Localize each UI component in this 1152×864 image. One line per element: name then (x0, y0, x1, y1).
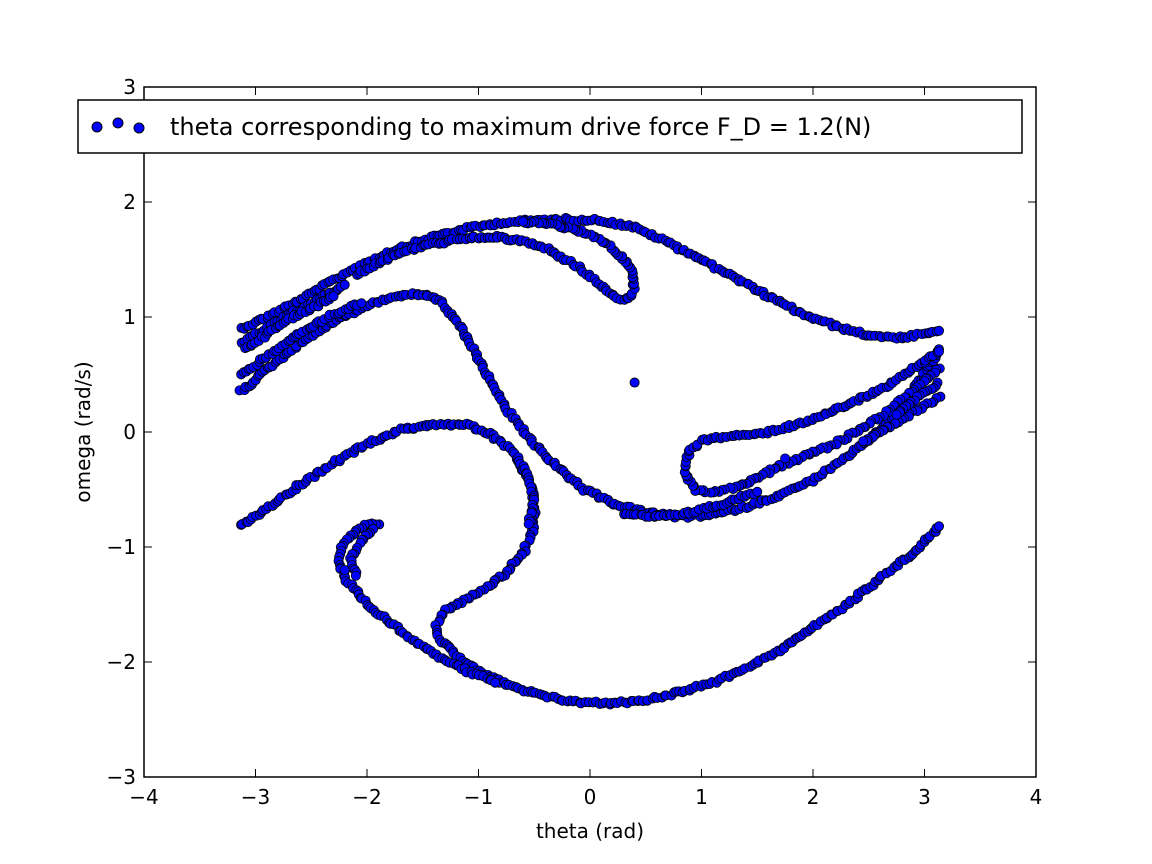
scatter-point (780, 453, 791, 464)
scatter-point (490, 677, 501, 688)
data-points (234, 212, 946, 710)
x-tick-label: −4 (129, 785, 158, 809)
axis-ticks (143, 86, 1037, 778)
y-axis-title: omega (rad/s) (71, 361, 95, 502)
scatter-point (350, 570, 361, 581)
scatter-point (328, 291, 339, 302)
x-tick-label: −1 (464, 785, 493, 809)
scatter-point (858, 436, 869, 447)
scatter-point (934, 521, 945, 532)
y-tick-label: 2 (123, 190, 136, 214)
y-tick-label: −2 (107, 650, 136, 674)
x-tick-label: 3 (918, 785, 931, 809)
legend: theta corresponding to maximum drive for… (77, 99, 1023, 154)
scatter-point (934, 325, 945, 336)
legend-marker-3 (133, 122, 145, 134)
x-tick-label: −2 (352, 785, 381, 809)
legend-label: theta corresponding to maximum drive for… (170, 113, 871, 141)
y-tick-label: 3 (123, 75, 136, 99)
legend-marker-1 (91, 121, 103, 133)
scatter-point (934, 346, 945, 357)
legend-marker-2 (112, 117, 124, 129)
x-axis-title: theta (rad) (536, 819, 644, 843)
scatter-point (518, 216, 529, 227)
scatter-point (339, 565, 350, 576)
scatter-point (891, 409, 902, 420)
y-tick-label: 0 (123, 420, 136, 444)
x-tick-label: 1 (695, 785, 708, 809)
scatter-point (339, 279, 350, 290)
scatter-point (523, 519, 534, 530)
y-tick-label: −1 (107, 535, 136, 559)
x-tick-label: 0 (584, 785, 597, 809)
y-tick-label: −3 (107, 765, 136, 789)
y-tick-label: 1 (123, 305, 136, 329)
scatter-point (356, 298, 367, 309)
x-tick-label: 2 (807, 785, 820, 809)
legend-box (77, 99, 1023, 154)
x-tick-label: −3 (241, 785, 270, 809)
scatter-point (752, 486, 763, 497)
scatter-point (629, 377, 640, 388)
x-tick-label: 4 (1030, 785, 1043, 809)
